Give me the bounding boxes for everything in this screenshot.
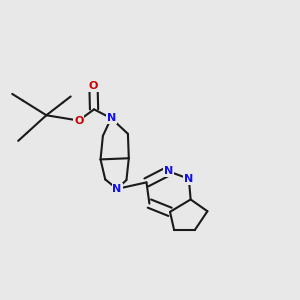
Text: N: N <box>184 174 194 184</box>
Text: N: N <box>164 166 173 176</box>
Text: N: N <box>106 113 116 123</box>
Text: O: O <box>89 81 98 91</box>
Text: N: N <box>112 184 122 194</box>
Text: O: O <box>74 116 83 126</box>
